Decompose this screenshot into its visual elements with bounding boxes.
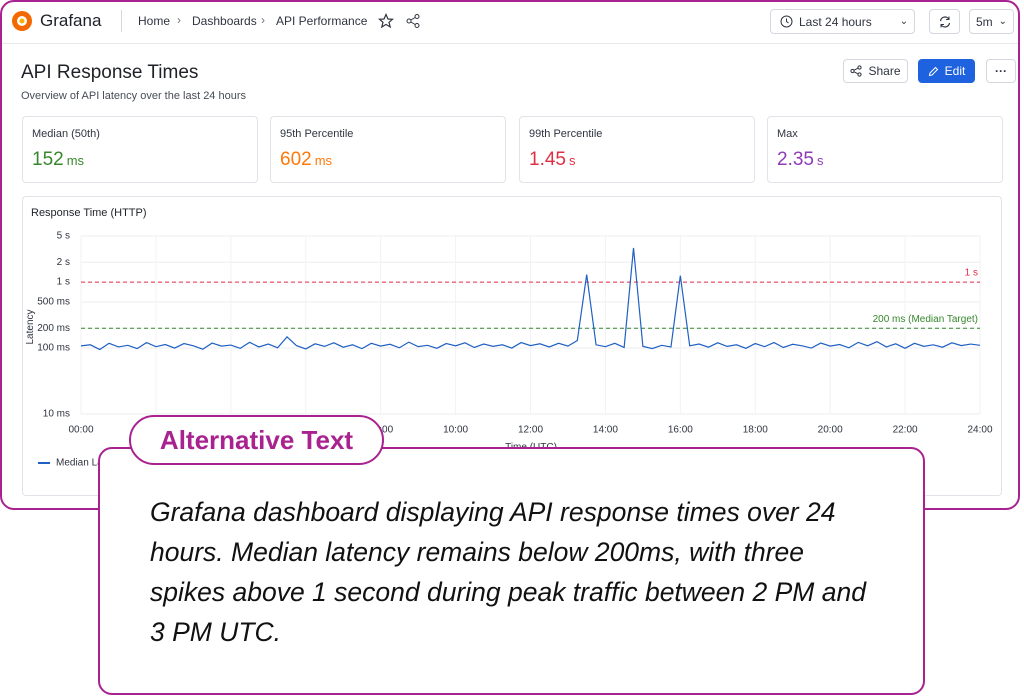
stat-number: 602: [280, 149, 312, 170]
stat-unit: s: [568, 153, 576, 168]
refresh-icon: [939, 15, 950, 28]
dashboard-title: API Response Times: [21, 62, 199, 83]
x-tick-label: 00:00: [68, 425, 93, 436]
stat-label: 95th Percentile: [280, 128, 354, 140]
grafana-logo: [12, 11, 32, 31]
separator: ›: [177, 13, 181, 27]
alt-text-box: [98, 447, 925, 695]
stat-label: Median (50th): [32, 128, 100, 140]
threshold-label: 200 ms (Median Target): [873, 314, 978, 325]
breadcrumb[interactable]: Dashboards: [192, 14, 257, 28]
share-label: Share: [868, 64, 901, 78]
series-line: [80, 247, 981, 351]
stat-unit: ms: [314, 153, 333, 168]
stat-card: [270, 116, 506, 183]
refresh-button[interactable]: [929, 9, 960, 34]
x-tick-label: 12:00: [518, 425, 543, 436]
stat-value: 602 ms: [280, 149, 332, 171]
y-tick-label: 500 ms: [37, 297, 70, 308]
x-tick-label: 18:00: [743, 425, 768, 436]
y-axis-label: Latency: [25, 309, 36, 344]
stat-card: [22, 116, 258, 183]
stat-value: 152 ms: [32, 149, 84, 171]
stat-number: 152: [32, 149, 64, 170]
share-icon: [850, 65, 863, 77]
divider: [121, 10, 122, 32]
x-tick-label: 22:00: [893, 425, 918, 436]
stat-label: 99th Percentile: [529, 128, 603, 140]
x-tick-label: 16:00: [668, 425, 693, 436]
y-tick-label: 100 ms: [37, 343, 70, 354]
chevron: ⌄: [899, 16, 909, 27]
stat-unit: ms: [66, 153, 85, 168]
y-tick-label: 10 ms: [43, 409, 70, 420]
stat-number: 1.45: [529, 149, 566, 170]
clock-icon: [780, 15, 793, 28]
interval-text: 5m: [975, 14, 993, 29]
time-range: Last 24 hours: [799, 14, 872, 29]
edit-button[interactable]: Edit: [918, 59, 975, 83]
pencil-icon: [928, 66, 938, 76]
chart-title: Response Time (HTTP): [31, 207, 147, 219]
threshold-label: 1 s: [965, 268, 978, 279]
refresh-interval[interactable]: 5m ⌄: [969, 9, 1014, 34]
brand[interactable]: Grafana: [40, 11, 102, 30]
alt-text-body: Grafana dashboard displaying API respons…: [150, 497, 866, 647]
more-button[interactable]: ···: [986, 59, 1016, 83]
stat-label: Max: [777, 128, 798, 140]
chevron: ⌄: [998, 16, 1008, 27]
share-icon[interactable]: [405, 13, 421, 29]
dashboard-subtitle: Overview of API latency over the last 24…: [21, 90, 247, 102]
stat-card: [519, 116, 755, 183]
stat-number: 2.35: [777, 149, 814, 170]
legend-label: Median Latency: [56, 458, 127, 469]
stat-card: [767, 116, 1003, 183]
separator: ›: [261, 13, 265, 27]
breadcrumb[interactable]: Home: [138, 14, 171, 28]
edit-label: Edit: [944, 64, 966, 78]
y-tick-label: 1 s: [57, 277, 70, 288]
breadcrumb: API Performance: [276, 14, 368, 28]
time-picker[interactable]: Last 24 hours ⌄: [770, 9, 915, 34]
star-icon[interactable]: [378, 13, 394, 29]
x-tick-label: 10:00: [443, 425, 468, 436]
stat-unit: s: [816, 153, 824, 168]
alt-text-heading: Alternative Text: [129, 415, 384, 465]
share-button[interactable]: Share: [843, 59, 908, 83]
x-tick-label: 24:00: [967, 425, 992, 436]
header-border: [2, 43, 1018, 44]
y-tick-label: 5 s: [57, 231, 70, 242]
x-tick-label: 14:00: [593, 425, 618, 436]
y-tick-label: 200 ms: [37, 323, 70, 334]
stat-value: 2.35 s: [777, 149, 823, 171]
y-tick-label: 2 s: [57, 257, 70, 268]
x-tick-label: 20:00: [818, 425, 843, 436]
stat-value: 1.45 s: [529, 149, 575, 171]
